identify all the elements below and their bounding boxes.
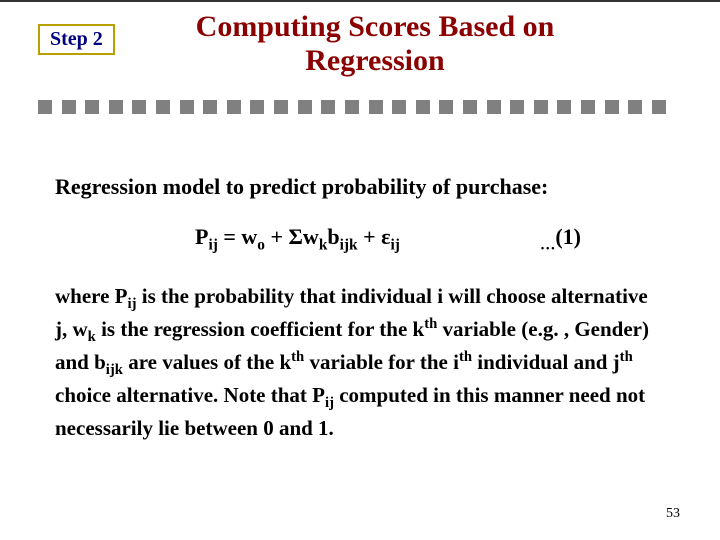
title-line2: Regression (130, 44, 620, 78)
dash (369, 100, 383, 114)
dash (298, 100, 312, 114)
equation-number: …(1) (540, 224, 581, 254)
dash (487, 100, 501, 114)
step-box: Step 2 (38, 24, 115, 55)
intro-text: Regression model to predict probability … (55, 174, 548, 200)
dash (227, 100, 241, 114)
dash (274, 100, 288, 114)
dash (321, 100, 335, 114)
dash (510, 100, 524, 114)
dash (62, 100, 76, 114)
description-text: where Pij is the probability that indivi… (55, 282, 655, 442)
dash (203, 100, 217, 114)
dash (439, 100, 453, 114)
dash (605, 100, 619, 114)
dash (38, 100, 52, 114)
dash (652, 100, 666, 114)
equation: Pij = wo + Σwkbijk + εij …(1) (195, 224, 581, 254)
dash (180, 100, 194, 114)
dash (132, 100, 146, 114)
equation-formula: Pij = wo + Σwkbijk + εij (195, 224, 400, 254)
dash (416, 100, 430, 114)
dash (156, 100, 170, 114)
dash (85, 100, 99, 114)
dash (345, 100, 359, 114)
step-label: Step 2 (50, 28, 103, 50)
dash (109, 100, 123, 114)
dash (534, 100, 548, 114)
dash (628, 100, 642, 114)
page-title: Computing Scores Based on Regression (130, 10, 620, 78)
page-number: 53 (666, 506, 680, 522)
title-line1: Computing Scores Based on (130, 10, 620, 44)
dash (557, 100, 571, 114)
dash (581, 100, 595, 114)
divider-dashes (38, 100, 666, 114)
dash (392, 100, 406, 114)
dash (250, 100, 264, 114)
dash (463, 100, 477, 114)
